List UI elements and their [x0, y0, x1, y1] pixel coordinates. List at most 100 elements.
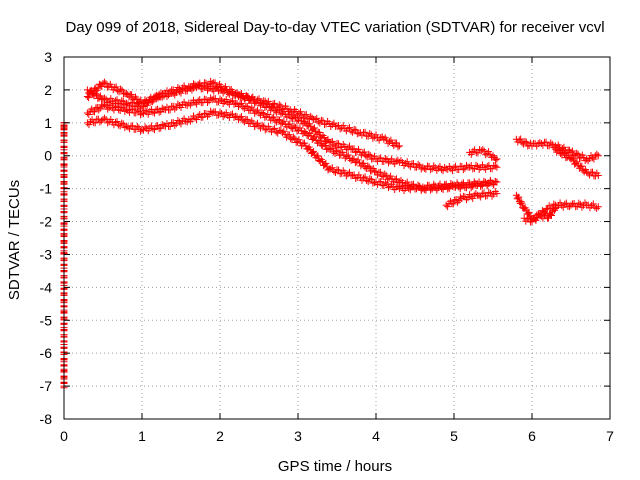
data-point — [436, 162, 444, 170]
data-point — [264, 97, 272, 105]
data-point — [387, 172, 395, 180]
data-point — [132, 102, 140, 110]
data-point — [397, 157, 405, 165]
data-point — [150, 109, 158, 117]
data-point — [555, 146, 563, 154]
data-point — [194, 112, 202, 120]
data-point — [414, 160, 422, 168]
data-point — [193, 115, 201, 123]
data-point — [300, 127, 308, 135]
data-point — [365, 150, 373, 158]
data-point — [354, 145, 362, 153]
data-point — [593, 204, 601, 212]
data-point — [583, 155, 591, 163]
data-point — [132, 125, 140, 133]
data-point — [258, 99, 266, 107]
data-point — [335, 140, 343, 148]
series-4 — [83, 107, 501, 194]
data-point — [488, 179, 496, 187]
data-point — [328, 164, 336, 172]
data-point — [124, 107, 132, 115]
data-point — [403, 158, 411, 166]
x-tick-label: 0 — [60, 428, 68, 444]
x-tick-label: 5 — [450, 428, 458, 444]
data-point — [469, 147, 477, 155]
data-point — [448, 167, 456, 175]
data-point — [448, 181, 456, 189]
data-point — [479, 146, 487, 154]
data-point — [394, 143, 402, 151]
data-point — [377, 178, 385, 186]
data-point — [218, 110, 226, 118]
data-point — [594, 203, 602, 211]
data-point — [367, 175, 375, 183]
y-tick-label: -6 — [40, 345, 53, 361]
data-point — [333, 147, 341, 155]
data-point — [454, 198, 462, 206]
data-point — [375, 154, 383, 162]
data-point — [136, 127, 144, 135]
data-point — [158, 104, 166, 112]
data-point — [430, 180, 438, 188]
data-point — [590, 155, 598, 163]
x-tick-label: 1 — [138, 428, 146, 444]
data-point — [347, 127, 355, 135]
data-point — [113, 96, 121, 104]
data-point — [83, 109, 91, 117]
data-point — [442, 201, 450, 209]
data-point — [399, 158, 407, 166]
data-point — [204, 98, 212, 106]
data-point — [114, 87, 122, 95]
data-point — [559, 203, 567, 211]
data-point — [353, 130, 361, 138]
data-point — [560, 143, 568, 151]
y-tick-label: 2 — [44, 82, 52, 98]
data-point — [259, 100, 267, 108]
data-point — [271, 107, 279, 115]
data-point — [391, 175, 399, 183]
data-point — [252, 108, 260, 116]
data-point — [450, 164, 458, 172]
data-point — [151, 92, 159, 100]
data-point — [575, 199, 583, 207]
data-point — [177, 103, 185, 111]
data-point — [344, 170, 352, 178]
x-tick-label: 7 — [606, 428, 614, 444]
data-point — [124, 100, 132, 108]
data-point — [580, 154, 588, 162]
data-point — [439, 167, 447, 175]
data-point — [270, 113, 278, 121]
data-point — [185, 116, 193, 124]
data-point — [466, 163, 474, 171]
data-point — [98, 83, 106, 91]
data-point — [568, 147, 576, 155]
data-point — [220, 84, 228, 92]
data-point — [111, 84, 119, 92]
data-point — [150, 126, 158, 134]
data-point — [132, 109, 140, 117]
data-point — [573, 149, 581, 157]
data-point — [148, 96, 156, 104]
data-point — [381, 154, 389, 162]
data-point — [295, 109, 303, 117]
data-point — [409, 160, 417, 168]
data-point — [492, 156, 500, 164]
y-tick-label: -3 — [40, 246, 53, 262]
data-point — [352, 126, 360, 134]
data-point — [119, 90, 127, 98]
data-point — [85, 121, 93, 129]
data-point — [469, 194, 477, 202]
data-point — [311, 133, 319, 141]
data-point — [243, 93, 251, 101]
data-point — [271, 124, 279, 132]
y-tick-label: -1 — [40, 181, 53, 197]
data-point — [537, 140, 545, 148]
data-point — [594, 171, 602, 179]
data-point — [274, 115, 282, 123]
data-point — [517, 198, 525, 206]
data-point — [360, 159, 368, 167]
data-point — [444, 183, 452, 191]
data-point — [330, 119, 338, 127]
data-point — [525, 208, 533, 216]
data-point — [359, 149, 367, 157]
